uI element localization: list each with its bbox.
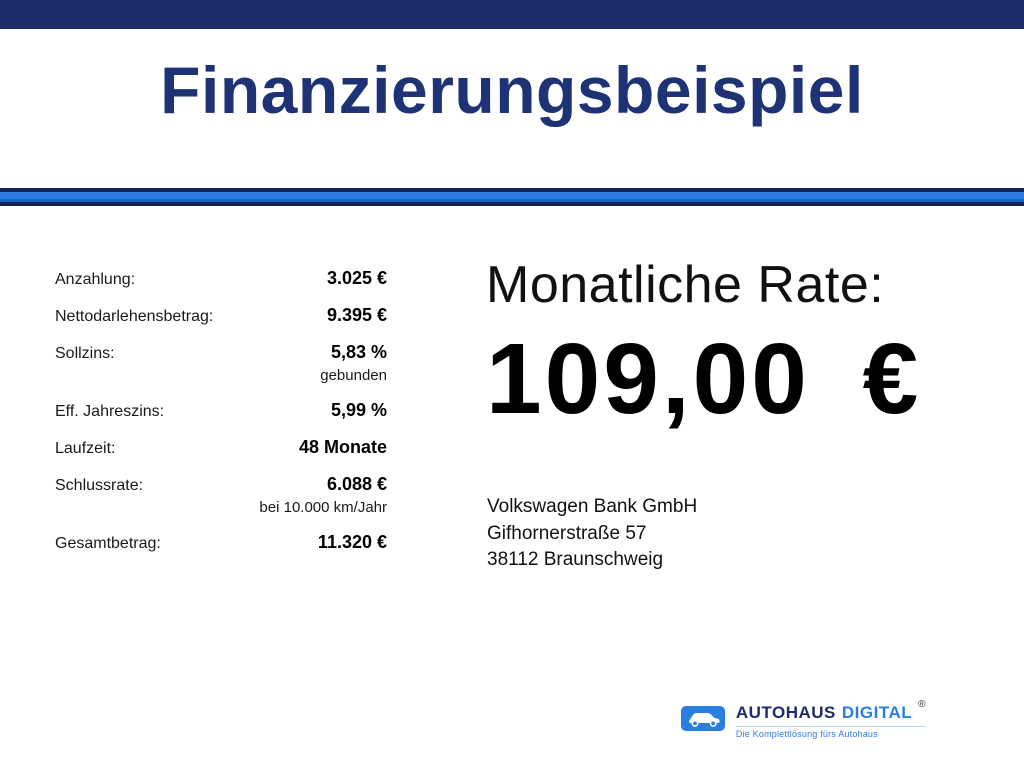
finance-value: 9.395 € [326, 305, 387, 325]
car-icon [680, 701, 726, 740]
table-row: Anzahlung: 3.025 € [55, 268, 387, 289]
table-row: Nettodarlehensbetrag: 9.395 € [55, 305, 387, 326]
brand-divider-line [735, 725, 926, 727]
monthly-rate-heading: Monatliche Rate: [486, 256, 885, 314]
registered-trademark-icon: ® [918, 698, 926, 710]
finance-table: Anzahlung: 3.025 € Nettodarlehensbetrag:… [55, 268, 387, 569]
brand-name-primary: AUTOHAUS [735, 702, 836, 722]
finance-value: 48 Monate [298, 437, 387, 457]
top-navy-bar [0, 0, 1024, 29]
finance-label: Schlussrate: [55, 477, 144, 494]
page-title: Finanzierungsbeispiel [160, 53, 864, 127]
finance-note: gebunden [320, 367, 387, 384]
finance-label: Gesamtbetrag: [55, 535, 161, 552]
finance-value: 3.025 € [326, 268, 387, 288]
bank-street: Gifhornerstraße 57 [487, 522, 647, 544]
bank-city: 38112 Braunschweig [487, 549, 664, 571]
finance-value: 5,83 % [330, 342, 387, 362]
table-row: Schlussrate: 6.088 € [55, 474, 387, 495]
finance-label: Laufzeit: [55, 440, 116, 457]
finance-value: 11.320 € [317, 532, 387, 552]
finance-label: Nettodarlehensbetrag: [55, 308, 214, 325]
bank-address: Volkswagen Bank GmbH Gifhornerstraße 57 … [487, 494, 697, 574]
finance-label: Sollzins: [55, 345, 115, 362]
finance-value: 5,99 % [330, 400, 387, 420]
table-row: Sollzins: 5,83 % [55, 342, 387, 363]
finance-label: Anzahlung: [55, 271, 136, 288]
brand-name-secondary: DIGITAL [841, 702, 913, 722]
finance-value: 6.088 € [326, 474, 387, 494]
logo-text: AUTOHAUS DIGITAL ® Die Komplettlösung fü… [735, 699, 926, 739]
brand-logo: AUTOHAUS DIGITAL ® Die Komplettlösung fü… [680, 699, 926, 740]
bank-name: Volkswagen Bank GmbH [487, 496, 698, 517]
divider-stripe [0, 188, 1024, 206]
table-row: Eff. Jahreszins: 5,99 % [55, 400, 387, 421]
table-row: Gesamtbetrag: 11.320 € [55, 532, 387, 553]
table-row: Laufzeit: 48 Monate [55, 437, 387, 458]
finance-label: Eff. Jahreszins: [55, 403, 165, 420]
brand-line: AUTOHAUS DIGITAL ® [735, 699, 926, 723]
monthly-rate-amount: 109,00 € [486, 323, 922, 435]
brand-tagline: Die Komplettlösung fürs Autohaus [735, 728, 878, 739]
monthly-rate-section: Monatliche Rate: 109,00 € [486, 255, 1006, 429]
finance-note: bei 10.000 km/Jahr [259, 499, 387, 516]
